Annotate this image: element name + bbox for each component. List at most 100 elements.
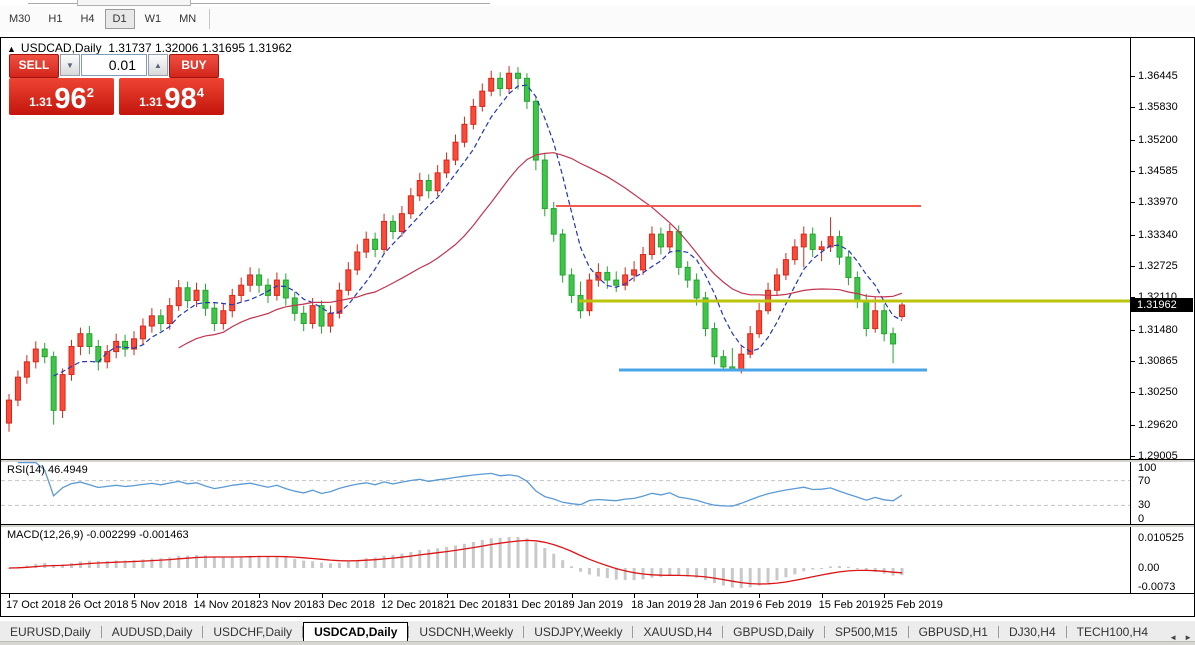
date-axis-label: 5 Nov 2018 (131, 599, 188, 611)
price-axis-label: 1.35200 (1138, 133, 1178, 146)
price-tick (1131, 329, 1135, 331)
rsi-axis-label: 100 (1138, 462, 1157, 474)
date-tick (509, 594, 511, 598)
chart-title: ▲ USDCAD,Daily 1.31737 1.32006 1.31695 1.… (7, 41, 292, 55)
candlestick-chart[interactable] (1, 38, 1130, 459)
macd-label: MACD(12,26,9) -0.002299 -0.001463 (7, 529, 189, 541)
symbol-tab-dj30-h4[interactable]: DJ30,H4 (1008, 625, 1056, 639)
macd-axis-label: 0.00 (1138, 562, 1160, 574)
tab-separator (100, 626, 102, 638)
tab-scroll-left-icon[interactable]: ◄ (1169, 633, 1178, 642)
symbol-tab-usdchf-daily[interactable]: USDCHF,Daily (213, 625, 293, 639)
date-tick (196, 594, 198, 598)
timeframe-button-h4[interactable]: H4 (80, 13, 95, 25)
date-tick (9, 594, 10, 598)
symbol-tab-audusd-daily[interactable]: AUDUSD,Daily (111, 625, 193, 639)
volume-input[interactable] (81, 54, 147, 76)
price-axis-label: 1.34585 (1138, 165, 1178, 178)
rsi-axis-label: 30 (1138, 499, 1151, 512)
date-axis-label: 23 Nov 2018 (256, 599, 319, 611)
sell-button[interactable]: SELL (9, 54, 59, 78)
price-tick (1131, 297, 1135, 299)
symbol-tab-gbpusd-h1[interactable]: GBPUSD,H1 (918, 625, 988, 639)
date-tick (321, 594, 323, 598)
toolbar-separator (209, 9, 211, 29)
price-axis-label: 1.33340 (1138, 228, 1178, 241)
pane-splitter[interactable] (1, 525, 1194, 527)
tab-scroll-right-icon[interactable]: ► (1184, 633, 1192, 642)
timeframe-button-d1[interactable]: D1 (104, 9, 135, 29)
timeframe-button-m30[interactable]: M30 (9, 13, 31, 25)
price-tick (1131, 361, 1135, 363)
symbol-tab-xauusd-h4[interactable]: XAUUSD,H4 (643, 625, 713, 639)
date-axis-label: 12 Dec 2018 (381, 599, 444, 611)
date-tick (696, 594, 698, 598)
macd-axis[interactable]: 0.010525 0.00 -0.0073 (1131, 527, 1193, 593)
date-axis-label: 28 Jan 2019 (693, 599, 755, 611)
tab-separator (523, 626, 525, 638)
price-axis-label: 1.29620 (1138, 418, 1178, 431)
collapse-trade-panel-icon[interactable]: ▲ (7, 44, 16, 54)
price-axis-label: 1.29005 (1138, 450, 1178, 463)
main-chart-canvas[interactable]: ▲ USDCAD,Daily 1.31737 1.32006 1.31695 1.… (1, 38, 1131, 459)
rsi-axis[interactable]: 100 70 30 0 (1131, 462, 1193, 525)
tab-separator (1065, 626, 1067, 638)
price-tick (1131, 107, 1135, 109)
timeframe-toolbar: M30 H1 H4 D1 W1 MN (0, 6, 1195, 32)
price-axis[interactable]: 1.36445 1.35830 1.35200 1.34585 1.33970 1.333… (1131, 38, 1193, 463)
macd-axis-label: -0.0073 (1138, 581, 1176, 593)
date-tick (821, 594, 823, 598)
price-tick (1131, 139, 1135, 141)
buy-price-display[interactable]: 1.31 98 4 (119, 78, 224, 115)
tab-separator (632, 626, 634, 638)
pane-splitter[interactable] (1, 460, 1194, 462)
toolbar-dock-handle (77, 0, 191, 6)
timeframe-button-mn[interactable]: MN (179, 13, 197, 25)
tab-scroll-controls: ◄ ► (1163, 633, 1192, 642)
symbol-tab-usdjpy-weekly[interactable]: USDJPY,Weekly (534, 625, 623, 639)
rsi-chart[interactable] (1, 462, 1130, 524)
date-axis[interactable]: 17 Oct 2018 26 Oct 2018 5 Nov 2018 14 Nov 2… (1, 594, 1194, 616)
timeframe-button-h1[interactable]: H1 (48, 13, 63, 25)
buy-button[interactable]: BUY (169, 54, 219, 78)
macd-chart[interactable] (1, 527, 1130, 593)
toolbar-groove (28, 3, 490, 4)
rsi-axis-label: 70 (1138, 474, 1151, 487)
tab-separator (823, 626, 825, 638)
volume-decrease-button[interactable]: ▼ (60, 54, 80, 76)
price-tick (1131, 171, 1135, 173)
symbol-tab-usdcad-daily[interactable]: USDCAD,Daily (303, 622, 409, 642)
price-tick (1131, 424, 1135, 426)
date-axis-label: 15 Feb 2019 (818, 599, 881, 611)
macd-axis-label: 0.010525 (1138, 532, 1184, 545)
timeframe-button-w1[interactable]: W1 (144, 13, 162, 25)
price-tick (1131, 76, 1135, 78)
chevron-down-icon: ▼ (66, 60, 74, 70)
symbol-tab-gbpusd-daily[interactable]: GBPUSD,Daily (733, 625, 814, 639)
price-axis-label: 1.35830 (1138, 101, 1178, 114)
price-axis-label: 1.30250 (1138, 386, 1178, 399)
date-tick (634, 594, 636, 598)
date-axis-label: 9 Jan 2019 (568, 599, 624, 611)
symbol-tab-usdcnh-weekly[interactable]: USDCNH,Weekly (419, 625, 514, 639)
rsi-pane[interactable]: RSI(14) 46.4949 (1, 462, 1131, 524)
macd-pane[interactable]: MACD(12,26,9) -0.002299 -0.001463 (1, 527, 1131, 593)
price-tick (1131, 456, 1135, 458)
chart-window: ▲ USDCAD,Daily 1.31737 1.32006 1.31695 1.… (0, 37, 1195, 617)
rsi-axis-label: 0 (1138, 513, 1145, 525)
date-tick (71, 594, 73, 598)
date-axis-label: 26 Oct 2018 (68, 599, 129, 611)
volume-increase-button[interactable]: ▲ (148, 54, 168, 76)
date-tick (759, 594, 761, 598)
symbol-tab-sp500-m15[interactable]: SP500,M15 (834, 625, 898, 639)
price-axis-label: 1.32725 (1138, 260, 1178, 273)
price-axis-label: 1.36445 (1138, 70, 1178, 83)
date-axis-label: 3 Dec 2018 (318, 599, 375, 611)
tab-separator (302, 626, 304, 638)
symbol-tab-eurusd-daily[interactable]: EURUSD,Daily (10, 625, 91, 639)
price-axis-label: 1.30865 (1138, 355, 1178, 368)
chart-symbol-label: USDCAD,Daily (20, 41, 102, 55)
sell-price-display[interactable]: 1.31 96 2 (9, 78, 114, 115)
symbol-tab-tech100-h4[interactable]: TECH100,H4 (1076, 625, 1148, 639)
